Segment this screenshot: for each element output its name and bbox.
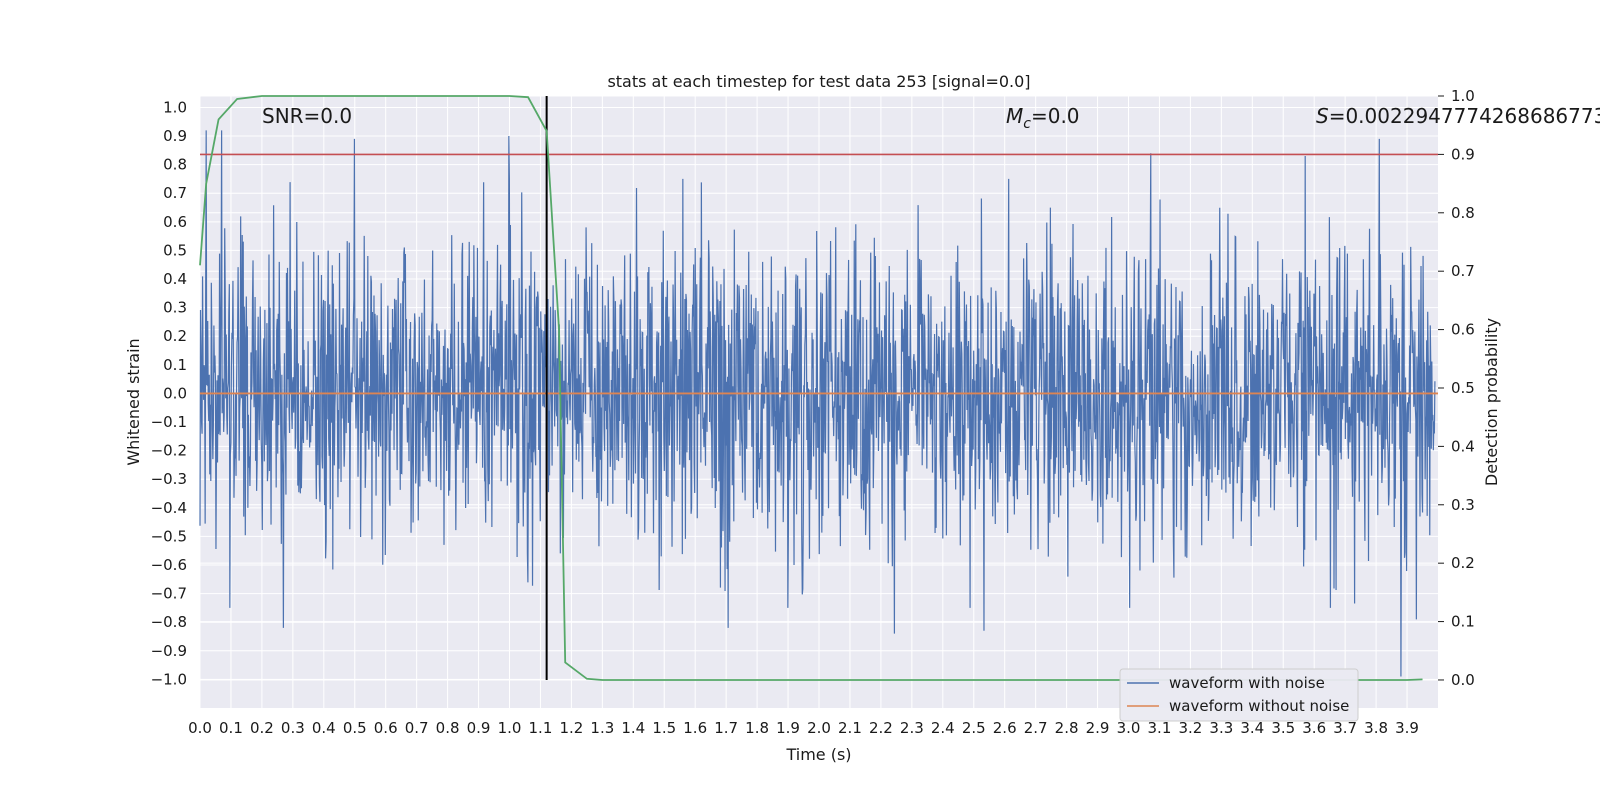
x-tick-label: 3.8 bbox=[1364, 719, 1388, 737]
x-tick-label: 2.8 bbox=[1055, 719, 1079, 737]
y2-tick-label: 0.1 bbox=[1451, 613, 1475, 631]
x-tick-label: 0.8 bbox=[436, 719, 460, 737]
x-tick-label: 0.9 bbox=[467, 719, 491, 737]
y-tick-label: −0.6 bbox=[151, 556, 187, 574]
x-tick-label: 0.2 bbox=[250, 719, 274, 737]
x-tick-label: 1.4 bbox=[621, 719, 645, 737]
s-annotation: S=0.0022947774268686773 bbox=[1316, 104, 1600, 128]
y2-tick-label: 0.9 bbox=[1451, 145, 1475, 163]
y-tick-label: −0.5 bbox=[151, 527, 187, 545]
x-tick-label: 0.4 bbox=[312, 719, 336, 737]
x-tick-label: 2.9 bbox=[1086, 719, 1110, 737]
x-tick-label: 3.7 bbox=[1333, 719, 1357, 737]
x-tick-label: 0.1 bbox=[219, 719, 243, 737]
y-tick-label: 0.9 bbox=[163, 127, 187, 145]
x-tick-label: 2.6 bbox=[993, 719, 1017, 737]
x-tick-label: 0.6 bbox=[374, 719, 398, 737]
x-tick-label: 1.2 bbox=[559, 719, 583, 737]
y-tick-label: −0.7 bbox=[151, 585, 187, 603]
series-waveform-with-noise bbox=[199, 130, 1436, 677]
x-tick-label: 2.7 bbox=[1024, 719, 1048, 737]
x-tick-label: 0.7 bbox=[405, 719, 429, 737]
x-tick-label: 1.6 bbox=[683, 719, 707, 737]
x-tick-label: 2.1 bbox=[838, 719, 862, 737]
x-tick-label: 3.4 bbox=[1240, 719, 1264, 737]
y-tick-label: −0.4 bbox=[151, 499, 187, 517]
snr-annotation: SNR=0.0 bbox=[262, 104, 352, 128]
x-tick-label: 1.7 bbox=[714, 719, 738, 737]
x-tick-label: 2.0 bbox=[807, 719, 831, 737]
y2-tick-label: 0.2 bbox=[1451, 554, 1475, 572]
y2-tick-label: 0.7 bbox=[1451, 262, 1475, 280]
y-tick-label: 0.3 bbox=[163, 299, 187, 317]
y-tick-label: −0.1 bbox=[151, 413, 187, 431]
x-tick-label: 2.5 bbox=[962, 719, 986, 737]
legend-box bbox=[1119, 668, 1359, 722]
x-tick-label: 2.4 bbox=[931, 719, 955, 737]
y-tick-label: −0.8 bbox=[151, 613, 187, 631]
x-tick-label: 3.5 bbox=[1271, 719, 1295, 737]
x-tick-label: 1.9 bbox=[776, 719, 800, 737]
legend-label-clean: waveform without noise bbox=[1169, 697, 1349, 715]
x-tick-label: 3.2 bbox=[1178, 719, 1202, 737]
y2-axis-label: Detection probability bbox=[1482, 318, 1501, 486]
x-tick-label: 1.1 bbox=[529, 719, 553, 737]
y-axis-label: Whitened strain bbox=[124, 338, 143, 465]
series-lines bbox=[199, 95, 1438, 681]
y2-tick-label: 0.8 bbox=[1451, 204, 1475, 222]
x-tick-label: 2.3 bbox=[900, 719, 924, 737]
x-tick-label: 1.0 bbox=[498, 719, 522, 737]
y-tick-label: −1.0 bbox=[151, 670, 187, 688]
x-tick-label: 0.3 bbox=[281, 719, 305, 737]
y-tick-label: 0.7 bbox=[163, 184, 187, 202]
y2-tick-label: 0.5 bbox=[1451, 379, 1475, 397]
x-tick-label: 3.1 bbox=[1148, 719, 1172, 737]
y2-tick-label: 0.3 bbox=[1451, 496, 1475, 514]
y-tick-label: −0.3 bbox=[151, 470, 187, 488]
x-tick-label: 1.3 bbox=[590, 719, 614, 737]
y-tick-label: 0.4 bbox=[163, 270, 187, 288]
x-tick-label: 0.0 bbox=[188, 719, 212, 737]
y-tick-label: −0.2 bbox=[151, 442, 187, 460]
y-tick-label: 1.0 bbox=[163, 98, 187, 116]
y2-tick-label: 0.4 bbox=[1451, 437, 1475, 455]
y2-tick-label: 0.6 bbox=[1451, 321, 1475, 339]
y-tick-label: 0.1 bbox=[163, 356, 187, 374]
legend: waveform with noise waveform without noi… bbox=[1119, 668, 1359, 722]
x-tick-label: 2.2 bbox=[869, 719, 893, 737]
x-tick-label: 1.5 bbox=[652, 719, 676, 737]
y-tick-label: −0.9 bbox=[151, 642, 187, 660]
y2-tick-label: 1.0 bbox=[1451, 87, 1475, 105]
noise-waveform-line bbox=[199, 130, 1436, 677]
y-tick-label: 0.0 bbox=[163, 384, 187, 402]
y-tick-label: 0.8 bbox=[163, 156, 187, 174]
legend-label-noise: waveform with noise bbox=[1169, 674, 1325, 692]
chart-title: stats at each timestep for test data 253… bbox=[607, 72, 1030, 91]
mc-annotation: Mc=0.0 bbox=[1006, 104, 1080, 132]
x-tick-label: 3.6 bbox=[1302, 719, 1326, 737]
y2-tick-label: 0.0 bbox=[1451, 671, 1475, 689]
x-axis-label: Time (s) bbox=[785, 745, 851, 764]
x-tick-label: 3.3 bbox=[1209, 719, 1233, 737]
y-tick-label: 0.5 bbox=[163, 241, 187, 259]
axis-ticks: 0.0 0.1 0.2 0.3 0.4 0.5 0.6 0.7 0.8 0.9 1.0 1.1 1.2 1… bbox=[151, 87, 1475, 737]
y-tick-label: 0.6 bbox=[163, 213, 187, 231]
x-tick-label: 3.0 bbox=[1117, 719, 1141, 737]
x-tick-label: 0.5 bbox=[343, 719, 367, 737]
y-tick-label: 0.2 bbox=[163, 327, 187, 345]
detection-probability-line bbox=[199, 95, 1423, 681]
x-tick-label: 1.8 bbox=[745, 719, 769, 737]
x-tick-label: 3.9 bbox=[1395, 719, 1419, 737]
